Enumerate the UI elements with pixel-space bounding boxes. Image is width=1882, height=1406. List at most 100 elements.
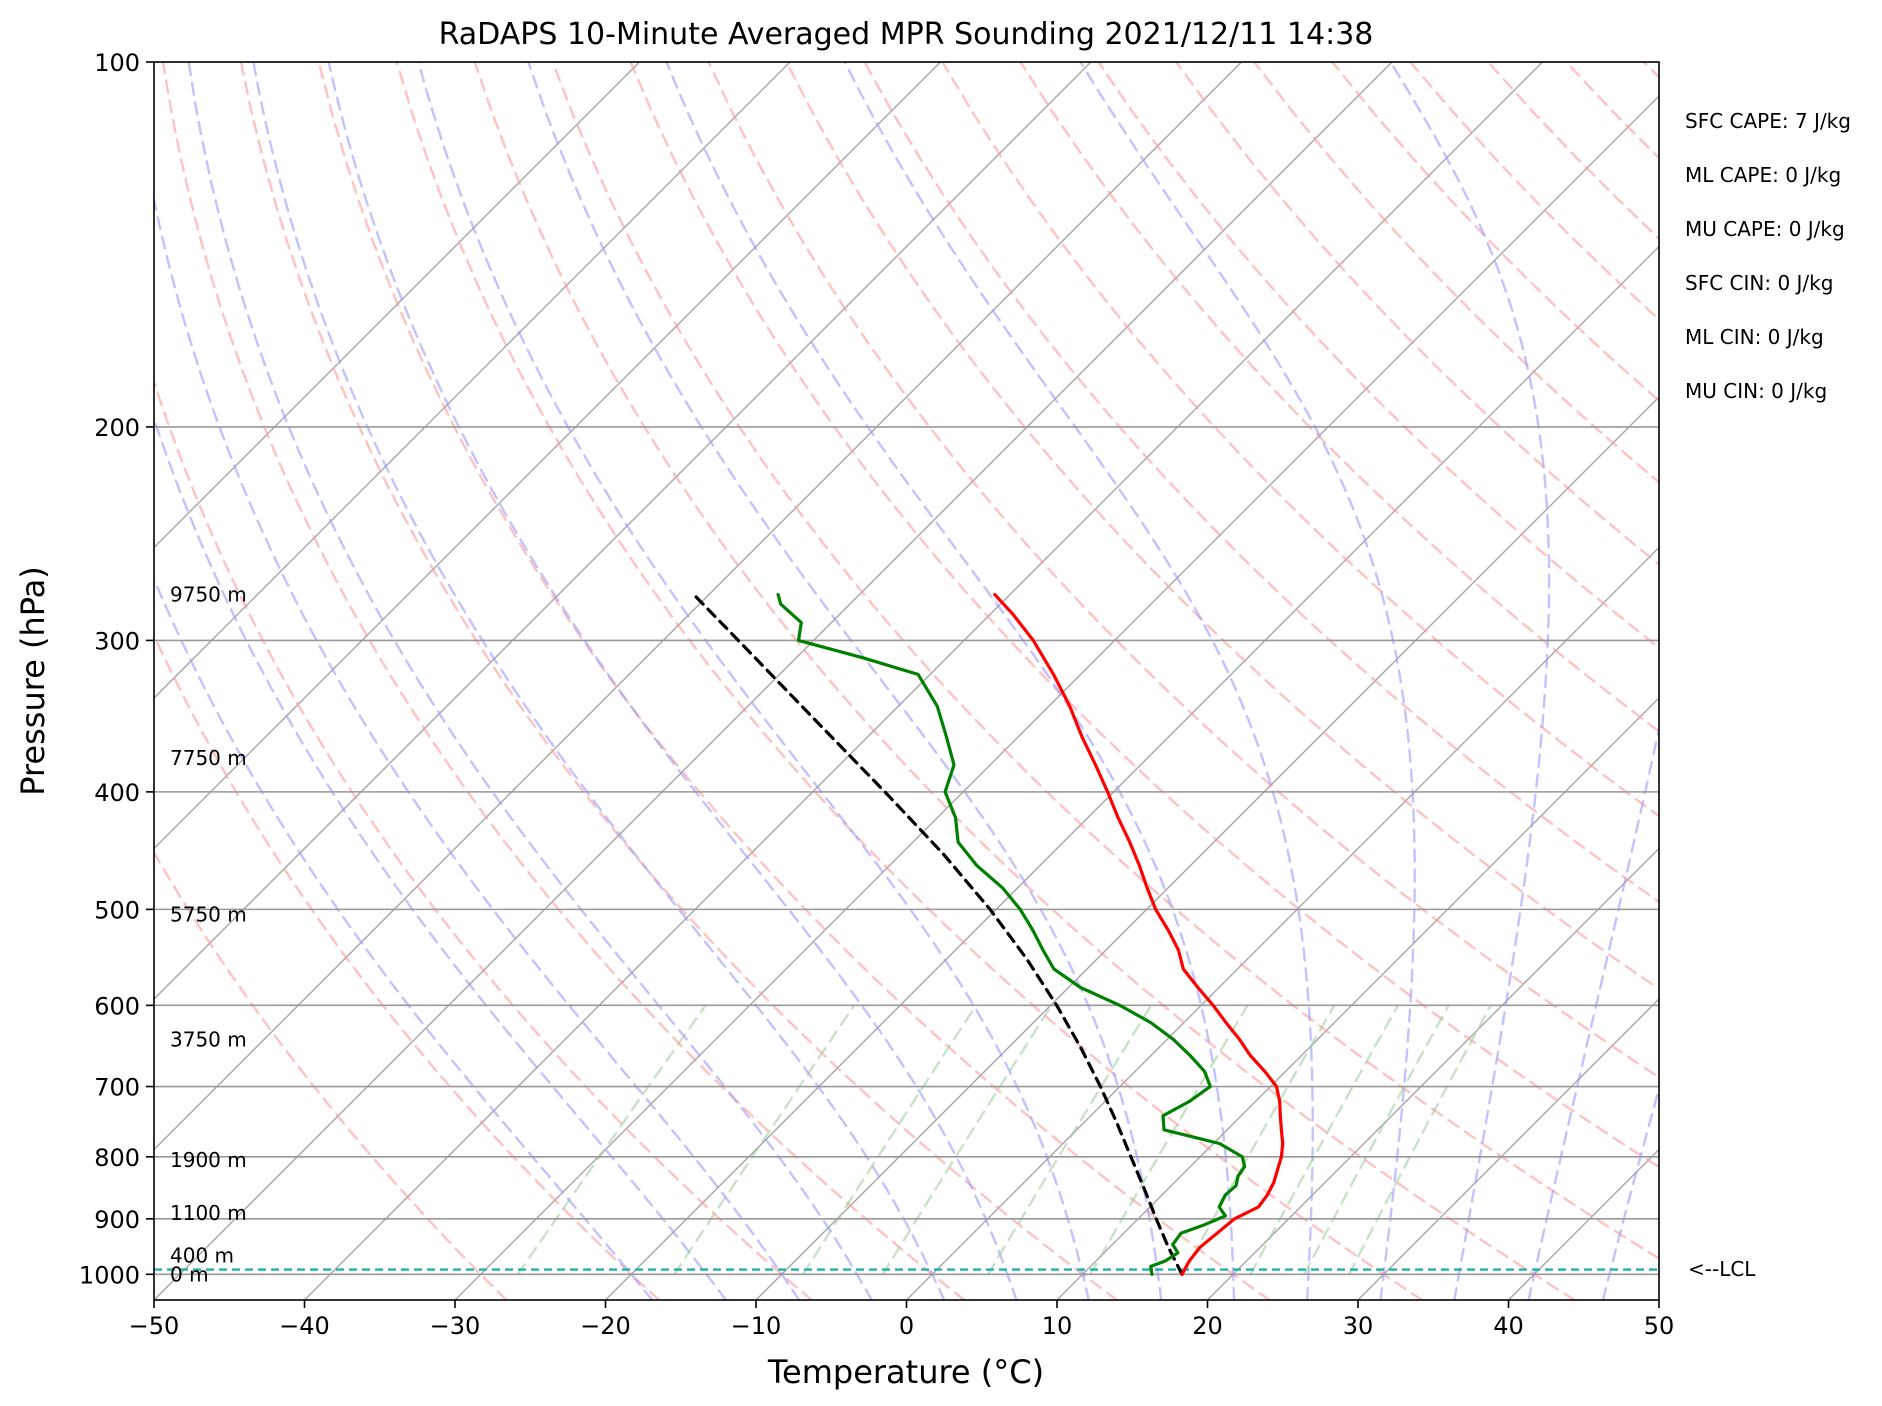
temperature-profile-line bbox=[993, 592, 1285, 1276]
moist-adiabat-line bbox=[1079, 62, 1416, 1300]
dewpoint-profile-line bbox=[776, 592, 1247, 1276]
moist-adiabat-line bbox=[527, 62, 1163, 1300]
mixing-ratio-line bbox=[1089, 1004, 1249, 1276]
isotherm-line bbox=[1658, 1299, 1659, 1300]
mixing-ratio-line bbox=[881, 1004, 1053, 1276]
stability-annotations: SFC CAPE: 7 J/kg ML CAPE: 0 J/kg MU CAPE… bbox=[1685, 109, 1851, 403]
x-tick-label: 30 bbox=[1343, 1312, 1374, 1340]
isotherm-line bbox=[1357, 998, 1659, 1300]
y-tick-label: 400 bbox=[94, 779, 140, 807]
moist-adiabat-line bbox=[1527, 723, 1659, 1300]
dry-adiabat-line bbox=[161, 62, 966, 1300]
dry-adiabat-line bbox=[1722, 62, 1882, 1300]
mixing-ratio-line bbox=[1249, 1004, 1400, 1276]
isotherm-line bbox=[154, 62, 641, 549]
moist-adiabat-line bbox=[154, 576, 654, 1300]
y-tick-label: 300 bbox=[94, 627, 140, 655]
y-tick-label: 100 bbox=[94, 49, 140, 77]
isotherm-line bbox=[154, 62, 1092, 1000]
moist-adiabat-line bbox=[252, 62, 946, 1300]
isotherm-line bbox=[154, 62, 791, 699]
pressure-gridlines bbox=[154, 62, 1659, 1276]
height-label: 400 m bbox=[170, 1244, 234, 1268]
dry-adiabat-line bbox=[317, 62, 1271, 1300]
x-tick-label: −50 bbox=[129, 1312, 180, 1340]
annotation-sfc-cin: SFC CIN: 0 J/kg bbox=[1685, 271, 1833, 295]
isotherm-line bbox=[154, 62, 1393, 1300]
x-axis-ticks: −50 −40 −30 −20 −10 0 10 20 30 40 50 bbox=[129, 1300, 1674, 1340]
moist-adiabat-line bbox=[154, 193, 801, 1300]
y-tick-label: 700 bbox=[94, 1074, 140, 1102]
height-label: 5750 m bbox=[170, 903, 247, 927]
y-tick-label: 800 bbox=[94, 1144, 140, 1172]
moist-adiabat-line bbox=[187, 62, 873, 1300]
annotation-ml-cape: ML CAPE: 0 J/kg bbox=[1685, 163, 1841, 187]
mixing-ratio-line bbox=[516, 1004, 707, 1276]
dry-adiabat-line bbox=[1252, 62, 1659, 484]
dry-adiabat-line bbox=[154, 850, 508, 1300]
dry-adiabat-line bbox=[1564, 62, 1659, 160]
mixing-ratio-line bbox=[987, 1004, 1153, 1276]
dry-adiabat-line bbox=[1408, 62, 1659, 321]
x-tick-label: −10 bbox=[731, 1312, 782, 1340]
isotherm-line bbox=[154, 62, 942, 850]
x-tick-label: −40 bbox=[279, 1312, 330, 1340]
chart-title: RaDAPS 10-Minute Averaged MPR Sounding 2… bbox=[439, 17, 1374, 52]
moist-adiabat-line bbox=[417, 62, 1090, 1300]
annotation-mu-cin: MU CIN: 0 J/kg bbox=[1685, 379, 1827, 403]
dry-adiabat-line bbox=[154, 378, 813, 1300]
height-label: 0 m bbox=[170, 1262, 209, 1286]
y-tick-label: 600 bbox=[94, 992, 140, 1020]
dry-adiabat-line bbox=[785, 62, 1659, 991]
moist-adiabat-line bbox=[1601, 1084, 1659, 1300]
height-label: 1100 m bbox=[170, 1201, 247, 1225]
height-label: 1900 m bbox=[170, 1148, 247, 1172]
dry-adiabat-line bbox=[941, 62, 1659, 818]
y-tick-label: 900 bbox=[94, 1206, 140, 1234]
moist-adiabat-line bbox=[843, 62, 1314, 1300]
dry-adiabat-line bbox=[707, 62, 1659, 1079]
dry-adiabat-line bbox=[863, 62, 1659, 904]
annotation-ml-cin: ML CIN: 0 J/kg bbox=[1685, 325, 1824, 349]
isotherm-line bbox=[755, 396, 1659, 1300]
mixing-ratio-line bbox=[673, 1004, 856, 1276]
dry-adiabat-line bbox=[239, 62, 1119, 1300]
height-label: 9750 m bbox=[170, 583, 247, 607]
height-label: 7750 m bbox=[170, 746, 247, 770]
height-label: 3750 m bbox=[170, 1027, 247, 1051]
moist-adiabat-line bbox=[1389, 62, 1551, 1300]
isotherm-line bbox=[154, 62, 1243, 1151]
x-tick-label: 40 bbox=[1493, 1312, 1524, 1340]
dry-adiabat-line bbox=[1175, 62, 1659, 567]
x-tick-label: −30 bbox=[430, 1312, 481, 1340]
dry-adiabat-line bbox=[1097, 62, 1659, 649]
dry-adiabat-line bbox=[154, 632, 661, 1300]
annotation-sfc-cape: SFC CAPE: 7 J/kg bbox=[1685, 109, 1851, 133]
dry-adiabat-line bbox=[1642, 62, 1659, 79]
background-lines bbox=[154, 62, 1882, 1300]
dry-adiabat-line bbox=[629, 62, 1659, 1169]
isotherm-line bbox=[905, 546, 1659, 1300]
mixing-ratio-line bbox=[1303, 1004, 1450, 1276]
sounding-traces bbox=[154, 592, 1659, 1276]
mixing-ratio-line bbox=[801, 1004, 978, 1276]
dry-adiabat-line bbox=[1330, 62, 1659, 403]
moist-adiabat-line bbox=[327, 62, 1018, 1300]
annotation-mu-cape: MU CAPE: 0 J/kg bbox=[1685, 217, 1845, 241]
y-tick-label: 500 bbox=[94, 896, 140, 924]
isotherm-line bbox=[604, 245, 1659, 1300]
height-labels: 9750 m 7750 m 5750 m 3750 m 1900 m 1100 m 400 … bbox=[170, 583, 247, 1287]
x-tick-label: 0 bbox=[899, 1312, 914, 1340]
isotherm-line bbox=[454, 95, 1659, 1300]
parcel-profile-line bbox=[692, 592, 1184, 1276]
y-tick-label: 200 bbox=[94, 414, 140, 442]
dry-adiabat-line bbox=[395, 62, 1424, 1300]
x-tick-label: 10 bbox=[1042, 1312, 1073, 1340]
y-axis-ticks: 100 200 300 400 500 600 700 800 900 1000 bbox=[79, 49, 154, 1289]
mixing-ratio-line bbox=[1347, 1004, 1492, 1276]
y-tick-label: 1000 bbox=[79, 1261, 140, 1289]
dry-adiabat-line bbox=[473, 62, 1576, 1300]
x-tick-label: −20 bbox=[580, 1312, 631, 1340]
moist-adiabat-line bbox=[154, 414, 728, 1300]
x-tick-label: 20 bbox=[1192, 1312, 1223, 1340]
